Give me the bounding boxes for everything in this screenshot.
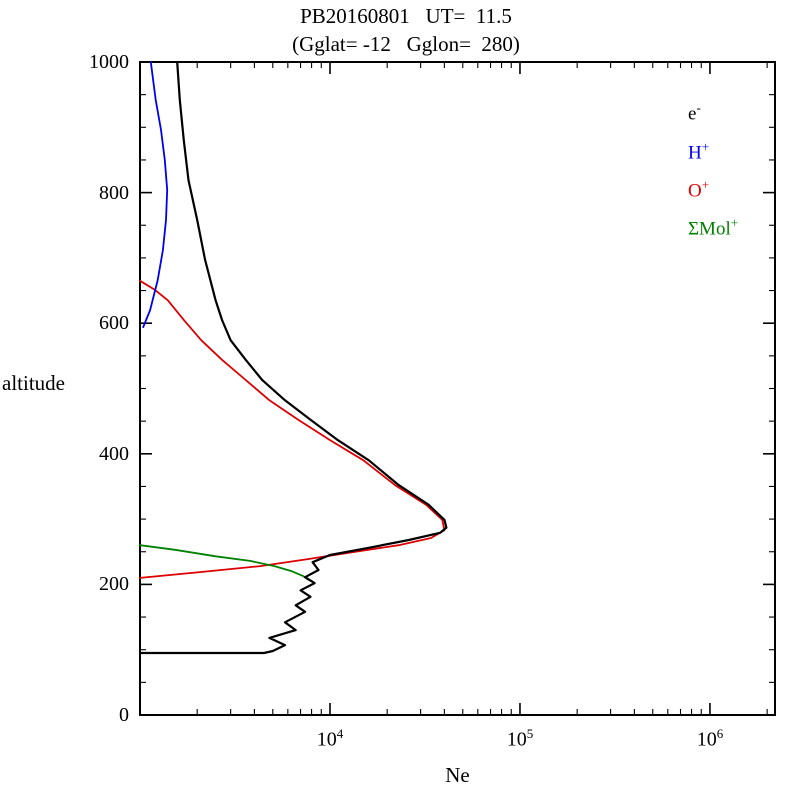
y-tick-label: 600 bbox=[99, 312, 129, 335]
y-axis-label: altitude bbox=[2, 371, 65, 395]
series-curve-o bbox=[139, 279, 446, 579]
x-tick-label: 106 bbox=[696, 726, 724, 751]
y-tick-label: 1000 bbox=[89, 51, 129, 73]
chart-subtitle: (Gglat= -12 Gglon= 280) bbox=[292, 32, 520, 56]
series-curve-mol bbox=[139, 544, 310, 581]
series-curve-e bbox=[138, 60, 448, 655]
x-axis-label: Ne bbox=[445, 763, 470, 787]
x-tick-label: 105 bbox=[506, 726, 534, 751]
y-tick-label: 0 bbox=[119, 704, 129, 726]
legend-item-e: e- bbox=[688, 100, 701, 125]
legend-item-o: O+ bbox=[688, 177, 710, 202]
y-tick-label: 200 bbox=[99, 573, 129, 596]
y-tick-label: 400 bbox=[99, 442, 129, 465]
series-curve-h bbox=[142, 61, 169, 329]
plot-frame bbox=[139, 61, 776, 716]
y-tick-label: 800 bbox=[99, 181, 129, 204]
x-tick-label: 104 bbox=[316, 726, 344, 751]
chart-title: PB20160801 UT= 11.5 bbox=[300, 4, 512, 28]
legend-item-h: H+ bbox=[688, 139, 710, 164]
legend-item-mol: ΣMol+ bbox=[688, 215, 739, 240]
